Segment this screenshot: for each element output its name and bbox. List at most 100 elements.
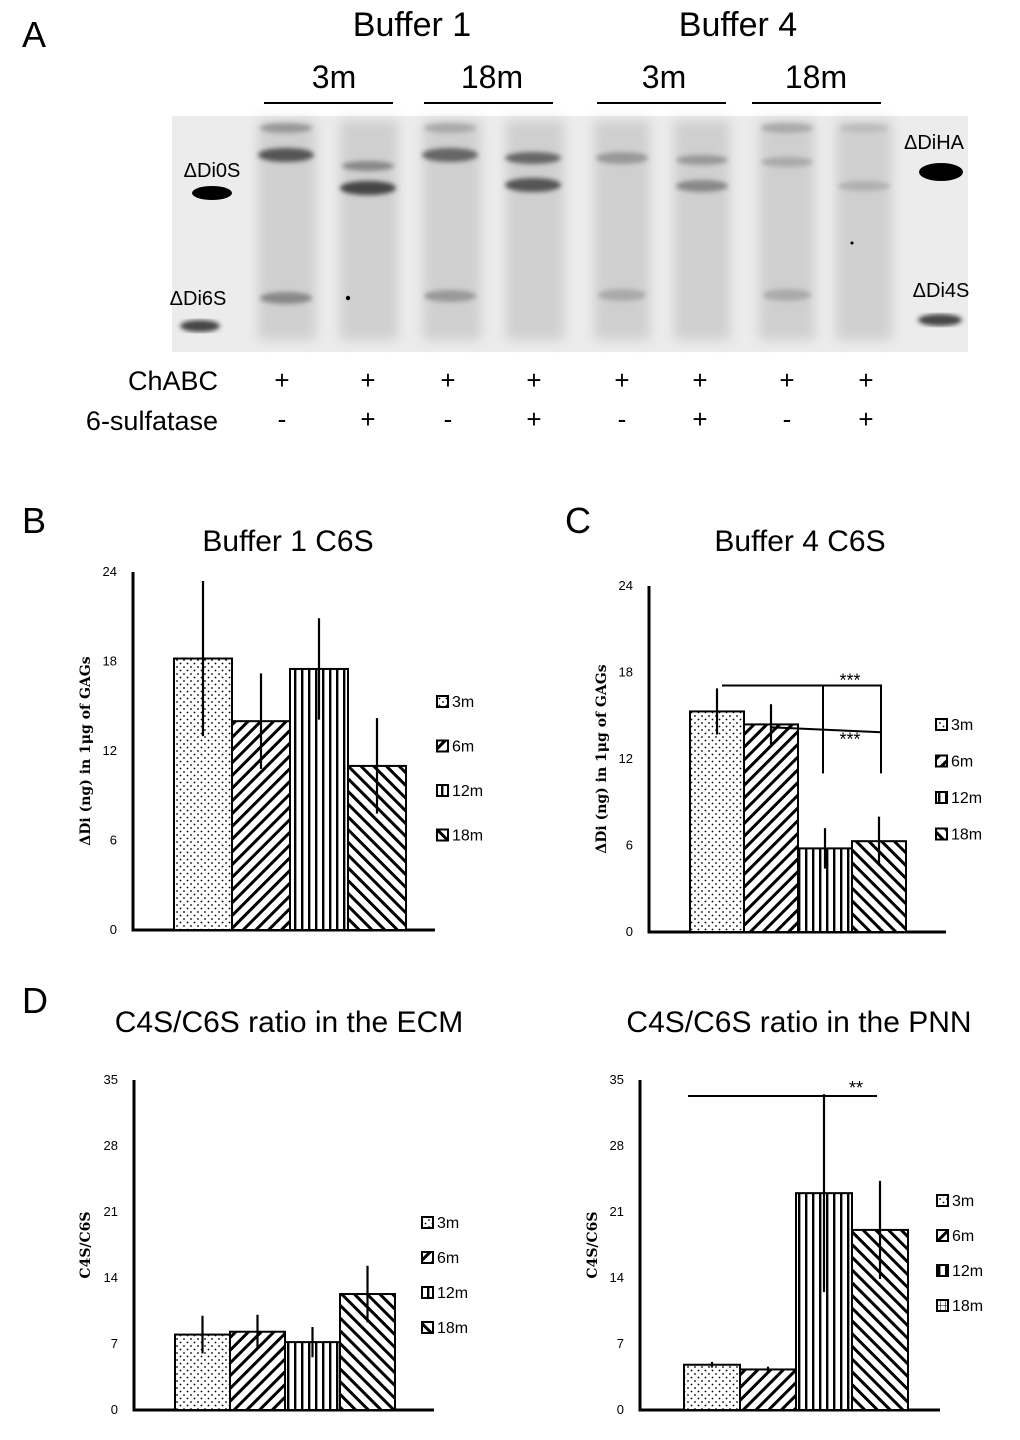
legend-label: 3m <box>437 1215 459 1232</box>
legend-swatch <box>935 754 948 768</box>
marker-di6s: ΔDi6S <box>170 288 227 310</box>
legend-swatch <box>936 1299 949 1312</box>
legend-label: 18m <box>437 1320 468 1337</box>
sulfatase-sign: + <box>858 404 873 434</box>
y-tick-label: 21 <box>610 1204 624 1219</box>
row-label-chabc: ChABC <box>128 366 218 396</box>
y-tick-label: 24 <box>619 578 633 593</box>
legend-swatch <box>421 1251 434 1264</box>
legend-swatch <box>936 1194 949 1207</box>
buffer-header-1: Buffer 1 <box>353 6 471 44</box>
panel-letter-a: A <box>22 14 46 55</box>
y-tick-label: 0 <box>111 1402 118 1417</box>
legend-label: 3m <box>452 694 474 711</box>
legend-swatch <box>421 1286 434 1299</box>
legend-swatch <box>935 827 948 841</box>
row-label-sulfatase: 6-sulfatase <box>86 406 218 436</box>
chart-title: C4S/C6S ratio in the ECM <box>115 1006 463 1039</box>
bar-6m <box>743 723 799 934</box>
marker-di0s: ΔDi0S <box>184 160 241 182</box>
significance-label: ** <box>849 1078 863 1098</box>
legend-label: 3m <box>951 717 973 734</box>
chabc-sign: + <box>360 365 375 395</box>
y-tick-label: 35 <box>610 1072 624 1087</box>
y-tick-label: 18 <box>103 654 117 669</box>
legend-label: 18m <box>452 828 483 845</box>
significance-bracket <box>769 726 882 734</box>
legend-label: 6m <box>951 754 973 771</box>
legend-label: 18m <box>951 827 982 844</box>
y-tick-label: 28 <box>104 1138 118 1153</box>
chart-title: C4S/C6S ratio in the PNN <box>626 1006 971 1039</box>
chabc-sign: + <box>274 365 289 395</box>
y-tick-label: 12 <box>619 751 633 766</box>
treatment-signs: + - + + + - + + + - + + + - + + <box>274 365 873 434</box>
age-header-3: 3m <box>642 59 686 95</box>
buffer-header-2: Buffer 4 <box>679 6 797 44</box>
significance-label: *** <box>839 729 860 749</box>
chabc-sign: + <box>858 365 873 395</box>
sulfatase-sign: - <box>444 404 453 434</box>
legend-label: 3m <box>952 1193 974 1210</box>
y-tick-label: 0 <box>617 1402 624 1417</box>
chart-panel-c: C Buffer 4 C6S 0 6 12 18 24 ΔDi (ng) in 1μg of … <box>565 500 982 939</box>
marker-di4s: ΔDi4S <box>913 280 970 302</box>
legend-swatch <box>936 1264 949 1277</box>
legend-swatch <box>436 695 449 708</box>
significance-label: *** <box>839 670 860 690</box>
panel-letter: C <box>565 500 591 541</box>
marker-diha: ΔDiHA <box>904 132 965 154</box>
y-tick-label: 35 <box>104 1072 118 1087</box>
legend-swatch <box>935 791 948 804</box>
sulfatase-sign: - <box>783 404 792 434</box>
age-header-1: 3m <box>312 59 356 95</box>
y-tick-label: 0 <box>110 922 117 937</box>
y-tick-label: 28 <box>610 1138 624 1153</box>
sulfatase-sign: + <box>526 404 541 434</box>
panel-letter: B <box>22 500 46 541</box>
sulfatase-sign: - <box>618 404 627 434</box>
y-tick-label: 6 <box>626 838 633 853</box>
chabc-sign: + <box>614 365 629 395</box>
y-tick-label: 24 <box>103 564 117 579</box>
chart-panel-d2: C4S/C6S ratio in the PNN 0 7 14 21 28 35 C4S/C6… <box>585 1006 983 1417</box>
y-tick-label: 21 <box>104 1204 118 1219</box>
legend-label: 6m <box>452 739 474 756</box>
legend-swatch <box>436 828 449 842</box>
chart-title: Buffer 4 C6S <box>714 525 885 558</box>
gel-image <box>172 116 968 352</box>
panel-a: A Buffer 1 Buffer 4 3m 18m 3m 18m <box>22 6 969 436</box>
legend-swatch <box>936 1229 949 1242</box>
y-tick-label: 0 <box>626 924 633 939</box>
legend-label: 12m <box>952 1263 983 1280</box>
significance-bracket <box>722 684 882 774</box>
panel-letter: D <box>22 980 48 1021</box>
age-header-2: 18m <box>461 59 523 95</box>
y-axis-label: C4S/C6S <box>78 1211 94 1278</box>
sulfatase-sign: - <box>278 404 287 434</box>
chabc-sign: + <box>440 365 455 395</box>
bar-charts: B Buffer 1 C6S 0 6 12 18 24 ΔDi (ng) in 1μg of … <box>22 500 983 1417</box>
y-tick-label: 14 <box>610 1270 624 1285</box>
legend-label: 12m <box>951 790 982 807</box>
chabc-sign: + <box>779 365 794 395</box>
bar-6m <box>739 1368 797 1412</box>
legend-swatch <box>421 1216 434 1229</box>
y-axis-label: ΔDi (ng) in 1μg of GAGs <box>594 664 610 853</box>
legend-swatch <box>436 739 449 753</box>
chabc-sign: + <box>526 365 541 395</box>
y-axis-label: ΔDi (ng) in 1μg of GAGs <box>78 656 94 845</box>
sulfatase-sign: + <box>360 404 375 434</box>
chart-panel-d1: D C4S/C6S ratio in the ECM 0 7 14 21 28 35 C4S/C… <box>22 980 468 1417</box>
chabc-sign: + <box>692 365 707 395</box>
legend-label: 6m <box>437 1250 459 1267</box>
legend-swatch <box>436 784 449 797</box>
y-tick-label: 7 <box>617 1336 624 1351</box>
legend-label: 12m <box>452 783 483 800</box>
y-tick-label: 7 <box>111 1336 118 1351</box>
bar-3m <box>689 710 745 933</box>
chart-title: Buffer 1 C6S <box>202 525 373 558</box>
y-tick-label: 14 <box>104 1270 118 1285</box>
y-axis-label: C4S/C6S <box>585 1211 601 1278</box>
